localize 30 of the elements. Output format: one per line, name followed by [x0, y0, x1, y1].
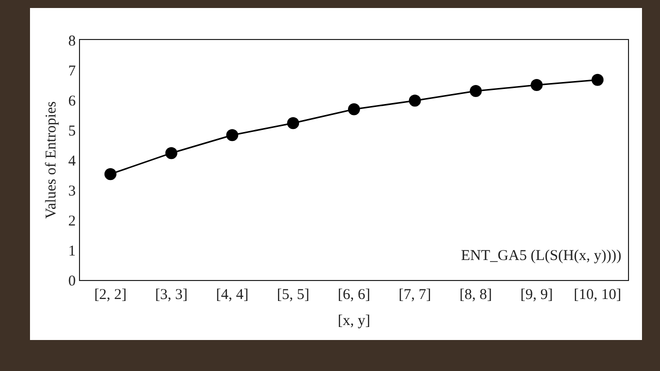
x-tick-label: [2, 2] — [94, 287, 127, 304]
y-tick-label: 3 — [68, 183, 76, 200]
point — [104, 168, 116, 180]
annotation: ENT_GA5 (L(S(H(x, y)))) — [461, 248, 622, 264]
x-tick-label: [8, 8] — [460, 287, 492, 304]
x-tick-label: [3, 3] — [155, 287, 188, 304]
x-tick-label: [10, 10] — [574, 287, 622, 304]
y-tick-label: 5 — [68, 123, 76, 140]
y-tick-label: 2 — [68, 213, 76, 230]
x-tick-label: [7, 7] — [398, 287, 432, 304]
y-tick-label: 7 — [68, 63, 76, 80]
x-tick-label: [9, 9] — [520, 287, 553, 304]
y-tick-label: 6 — [68, 93, 76, 110]
point — [470, 85, 482, 97]
x-tick-label: [4, 4] — [216, 287, 248, 304]
point — [165, 147, 178, 160]
y-tick-label: 8 — [68, 33, 76, 50]
x-axis-title: [x, y] — [338, 313, 370, 330]
x-tick-label: [6, 6] — [338, 287, 370, 304]
y-tick-label: 1 — [68, 243, 76, 260]
point — [408, 94, 421, 107]
point — [287, 117, 300, 130]
x-tick-label: [5, 5] — [276, 287, 310, 304]
point — [530, 79, 543, 91]
y-tick-label: 0 — [68, 273, 76, 290]
point — [226, 129, 238, 142]
point — [592, 74, 604, 86]
point — [348, 103, 360, 116]
y-axis-title: Values of Entropies — [44, 101, 60, 219]
y-tick-label: 4 — [68, 153, 76, 170]
